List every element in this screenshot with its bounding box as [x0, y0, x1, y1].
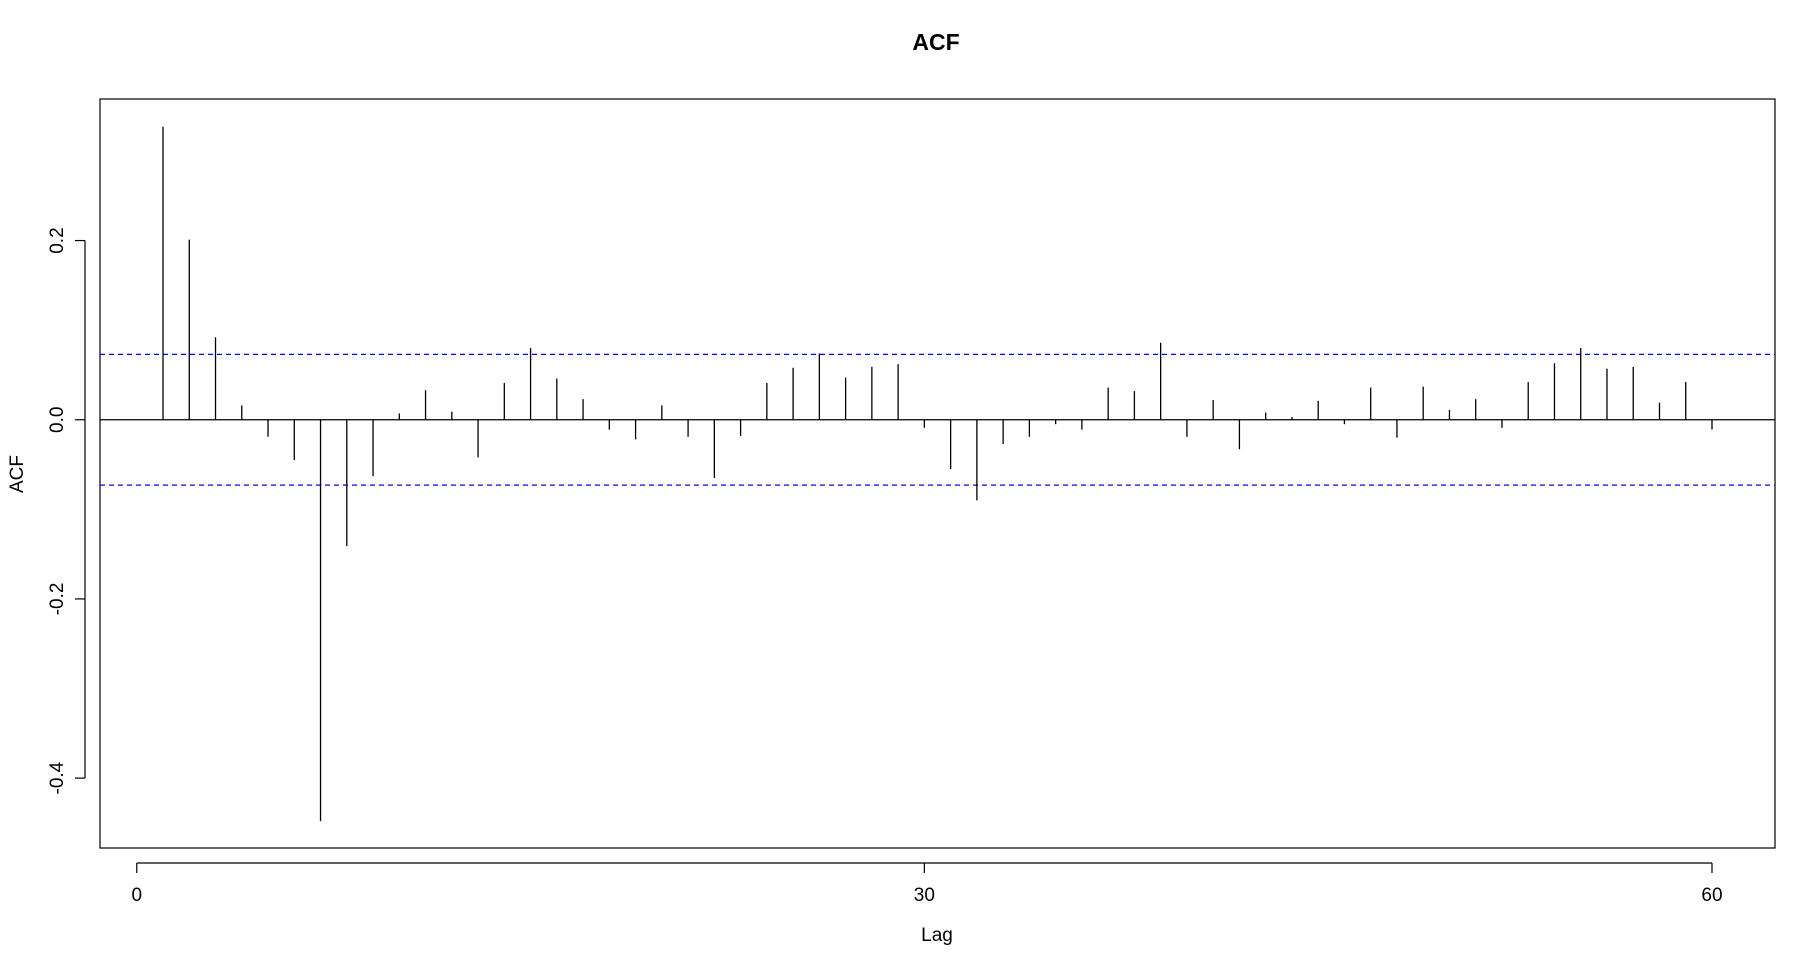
- x-axis-title: Lag: [921, 925, 953, 946]
- y-tick-label-0.0: 0.0: [47, 407, 68, 433]
- x-axis: 0 30 60: [131, 862, 1723, 906]
- y-tick-label-0.2: 0.2: [47, 227, 68, 253]
- x-tick-label-60: 60: [1701, 885, 1722, 906]
- y-tick-label--0.4: -0.4: [47, 761, 68, 794]
- reference-lines: [100, 353, 1775, 486]
- x-tick-label-30: 30: [914, 885, 935, 906]
- y-axis-title: ACF: [7, 455, 28, 493]
- x-tick-label-0: 0: [131, 885, 142, 906]
- y-tick-label--0.2: -0.2: [47, 583, 68, 616]
- y-axis: 0.2 0.0 -0.2 -0.4: [47, 227, 86, 794]
- acf-bars: [162, 126, 1713, 822]
- plot-frame: [99, 98, 1776, 849]
- chart-title: ACF: [912, 29, 959, 55]
